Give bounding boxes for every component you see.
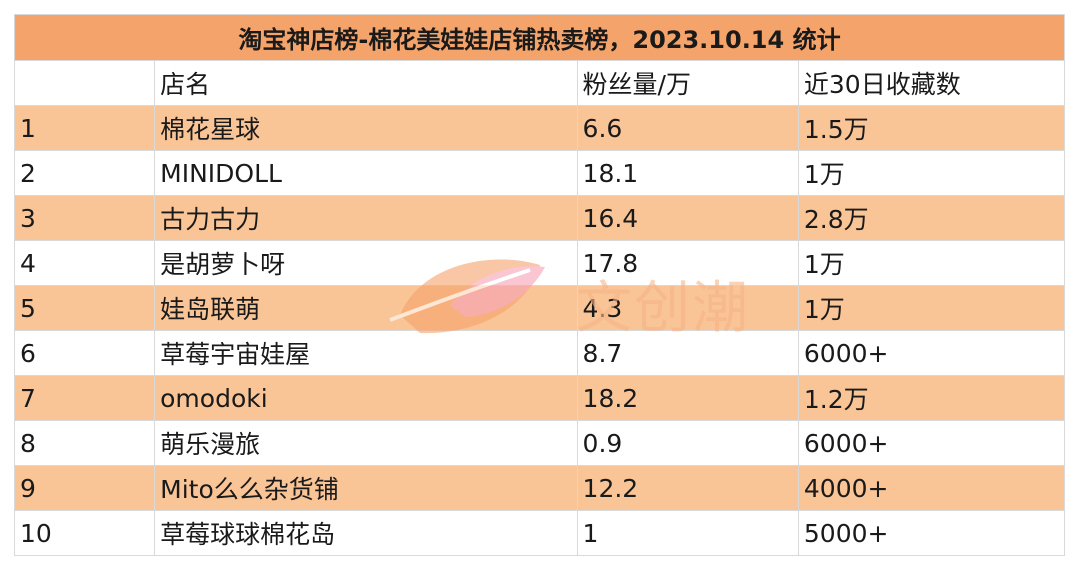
favorites-cell: 1.5万 [797, 105, 1066, 151]
rank-cell: 6 [13, 330, 156, 376]
shop-name-cell: 草莓宇宙娃屋 [154, 330, 578, 376]
followers-cell: 12.2 [576, 465, 799, 511]
shop-name-cell: 草莓球球棉花岛 [154, 510, 578, 556]
favorites-cell: 5000+ [797, 510, 1066, 556]
table-row: 6 草莓宇宙娃屋 8.7 6000+ [13, 330, 1066, 376]
shop-name-cell: MINIDOLL [154, 150, 578, 196]
rank-cell: 5 [13, 285, 156, 331]
followers-cell: 6.6 [576, 105, 799, 151]
header-followers: 粉丝量/万 [576, 60, 799, 106]
rank-cell: 10 [13, 510, 156, 556]
table-row: 10 草莓球球棉花岛 1 5000+ [13, 510, 1066, 556]
header-favorites: 近30日收藏数 [797, 60, 1066, 106]
table-header-row: 店名 粉丝量/万 近30日收藏数 [13, 60, 1066, 106]
favorites-cell: 1万 [797, 240, 1066, 286]
shop-name-cell: 古力古力 [154, 195, 578, 241]
followers-cell: 4.3 [576, 285, 799, 331]
followers-cell: 8.7 [576, 330, 799, 376]
favorites-cell: 1.2万 [797, 375, 1066, 421]
table-title-row: 淘宝神店榜-棉花美娃娃店铺热卖榜，2023.10.14 统计 [14, 14, 1065, 61]
table-row: 1 棉花星球 6.6 1.5万 [13, 105, 1066, 151]
favorites-cell: 6000+ [797, 330, 1066, 376]
rank-cell: 2 [13, 150, 156, 196]
favorites-cell: 1万 [797, 150, 1066, 196]
ranking-table-container: 淘宝神店榜-棉花美娃娃店铺热卖榜，2023.10.14 统计 店名 粉丝量/万 … [13, 14, 1066, 556]
followers-cell: 17.8 [576, 240, 799, 286]
rank-cell: 7 [13, 375, 156, 421]
followers-cell: 18.1 [576, 150, 799, 196]
rank-cell: 3 [13, 195, 156, 241]
followers-cell: 18.2 [576, 375, 799, 421]
favorites-cell: 2.8万 [797, 195, 1066, 241]
header-shop-name: 店名 [154, 60, 578, 106]
shop-name-cell: omodoki [154, 375, 578, 421]
followers-cell: 16.4 [576, 195, 799, 241]
table-row: 9 Mito么么杂货铺 12.2 4000+ [13, 465, 1066, 511]
rank-cell: 9 [13, 465, 156, 511]
shop-name-cell: Mito么么杂货铺 [154, 465, 578, 511]
table-row: 2 MINIDOLL 18.1 1万 [13, 150, 1066, 196]
shop-name-cell: 娃岛联萌 [154, 285, 578, 331]
shop-name-cell: 棉花星球 [154, 105, 578, 151]
rank-cell: 4 [13, 240, 156, 286]
table-title: 淘宝神店榜-棉花美娃娃店铺热卖榜，2023.10.14 统计 [14, 14, 1065, 61]
table-row: 8 萌乐漫旅 0.9 6000+ [13, 420, 1066, 466]
favorites-cell: 6000+ [797, 420, 1066, 466]
favorites-cell: 1万 [797, 285, 1066, 331]
followers-cell: 0.9 [576, 420, 799, 466]
shop-ranking-table: 淘宝神店榜-棉花美娃娃店铺热卖榜，2023.10.14 统计 店名 粉丝量/万 … [13, 14, 1066, 556]
shop-name-cell: 是胡萝卜呀 [154, 240, 578, 286]
favorites-cell: 4000+ [797, 465, 1066, 511]
rank-cell: 8 [13, 420, 156, 466]
followers-cell: 1 [576, 510, 799, 556]
rank-cell: 1 [13, 105, 156, 151]
table-row: 5 娃岛联萌 4.3 1万 [13, 285, 1066, 331]
table-row: 7 omodoki 18.2 1.2万 [13, 375, 1066, 421]
header-rank [13, 60, 156, 106]
shop-name-cell: 萌乐漫旅 [154, 420, 578, 466]
table-row: 3 古力古力 16.4 2.8万 [13, 195, 1066, 241]
table-row: 4 是胡萝卜呀 17.8 1万 [13, 240, 1066, 286]
